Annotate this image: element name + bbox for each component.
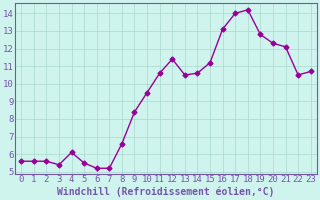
X-axis label: Windchill (Refroidissement éolien,°C): Windchill (Refroidissement éolien,°C) (57, 187, 275, 197)
